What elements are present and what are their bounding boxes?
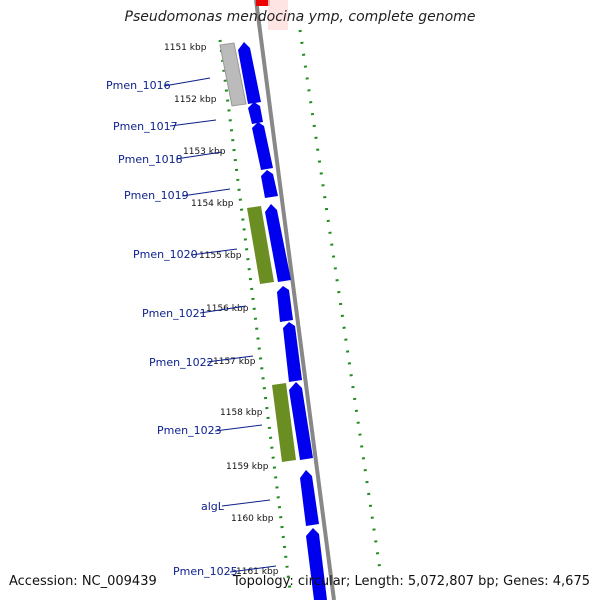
map-title: Pseudomonas mendocina ymp, complete geno… bbox=[124, 9, 476, 25]
leader-line bbox=[169, 119, 217, 127]
gene-arrow-1016 bbox=[238, 42, 261, 104]
top-red-feature bbox=[256, 0, 270, 6]
kbp-tick-label: 1161 kbp bbox=[236, 567, 279, 577]
leader-line bbox=[163, 77, 211, 87]
gene-arrow-1022 bbox=[283, 322, 302, 382]
gene-arrow-1021 bbox=[277, 286, 293, 322]
gene-arrow-1025 bbox=[306, 528, 327, 600]
kbp-tick-label: 1152 kbp bbox=[174, 95, 217, 105]
kbp-tick-label: 1153 kbp bbox=[183, 147, 226, 157]
gene-label-1016[interactable]: Pmen_1016 bbox=[106, 79, 171, 92]
gene-arrow-algL bbox=[300, 470, 319, 526]
kbp-tick-label: 1154 kbp bbox=[191, 199, 234, 209]
gene-arrow-1017 bbox=[248, 102, 263, 124]
kbp-tick-label: 1158 kbp bbox=[220, 408, 263, 418]
leader-line bbox=[229, 565, 277, 573]
kbp-tick-label: 1155 kbp bbox=[199, 251, 242, 261]
kbp-tick-label: 1157 kbp bbox=[213, 357, 256, 367]
leader-line bbox=[221, 499, 271, 507]
gene-label-1020[interactable]: Pmen_1020 bbox=[133, 248, 198, 261]
kbp-tick-label: 1160 kbp bbox=[231, 514, 274, 524]
gene-label-1023[interactable]: Pmen_1023 bbox=[157, 424, 222, 437]
leader-line bbox=[175, 151, 223, 160]
leader-line bbox=[206, 355, 254, 363]
pseudo-gene-1016 bbox=[219, 42, 247, 107]
leader-line bbox=[190, 248, 238, 256]
gene-label-1019[interactable]: Pmen_1019 bbox=[124, 189, 189, 202]
accession-text: Accession: NC_009439 bbox=[9, 574, 157, 589]
leader-line bbox=[181, 188, 231, 197]
gene-arrow-1018 bbox=[252, 122, 273, 170]
gene-label-1025[interactable]: Pmen_1025 bbox=[173, 565, 238, 578]
gene-label-1018[interactable]: Pmen_1018 bbox=[118, 153, 183, 166]
olive-gene-1020 bbox=[247, 206, 274, 284]
gene-label-1021[interactable]: Pmen_1021 bbox=[142, 307, 207, 320]
kbp-tick-label: 1151 kbp bbox=[164, 43, 207, 53]
leader-line bbox=[214, 424, 263, 432]
gene-arrow-1023 bbox=[289, 382, 313, 460]
gene-arrow-1019 bbox=[261, 170, 278, 198]
genome-backbone bbox=[254, 0, 336, 600]
gene-label-algL[interactable]: algL bbox=[201, 500, 225, 513]
kbp-tick-label: 1159 kbp bbox=[226, 462, 269, 472]
gene-label-1017[interactable]: Pmen_1017 bbox=[113, 120, 178, 133]
gene-label-1022[interactable]: Pmen_1022 bbox=[149, 356, 214, 369]
olive-gene-1023 bbox=[272, 383, 296, 462]
gene-arrow-1020 bbox=[265, 204, 291, 282]
topology-text: Topology: circular; Length: 5,072,807 bp… bbox=[232, 574, 590, 589]
leader-line bbox=[199, 305, 247, 314]
top-pink-feature bbox=[268, 0, 288, 30]
